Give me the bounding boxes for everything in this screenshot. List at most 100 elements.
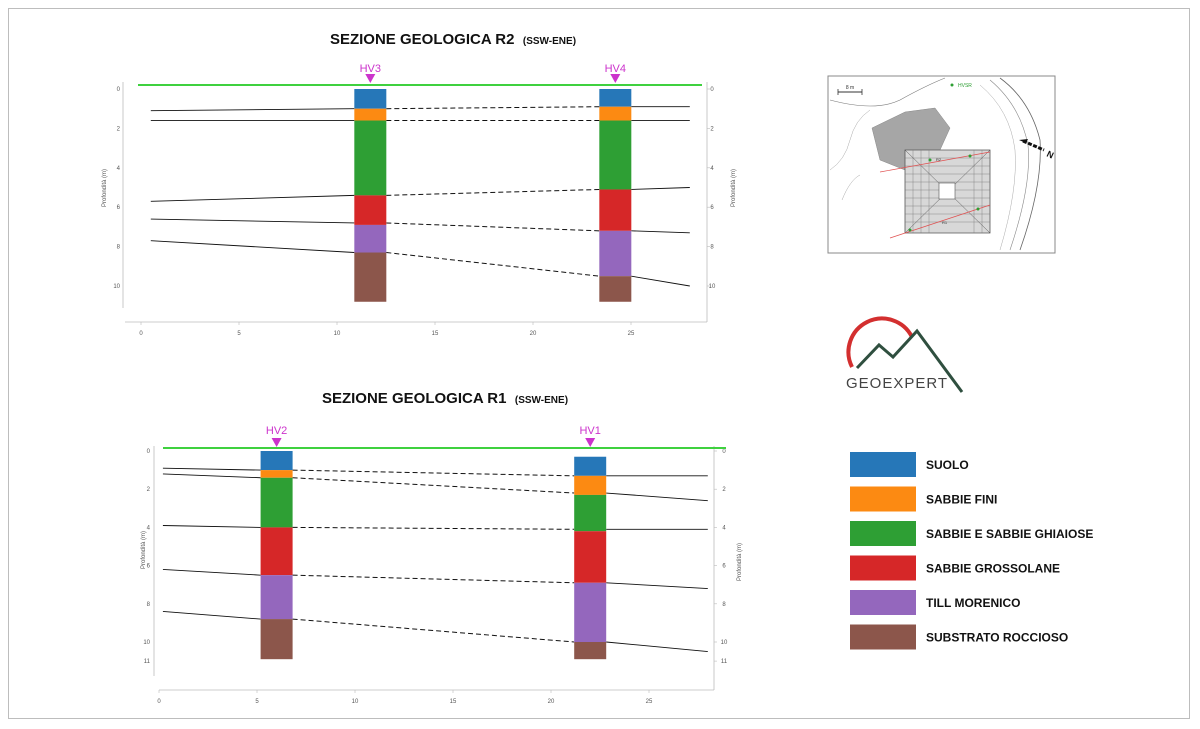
- legend-label: SABBIE GROSSOLANE: [926, 562, 1060, 576]
- contact-line-interpolated: [292, 477, 575, 494]
- contact-line-left: [162, 467, 261, 471]
- borehole-marker-icon: [585, 438, 596, 447]
- legend-label: TILL MORENICO: [926, 596, 1020, 610]
- right-y-tick-label: 8: [722, 602, 726, 608]
- section-r1-left-y-label: Profondità (m): [141, 531, 147, 569]
- contact-line-left: [162, 525, 261, 528]
- borehole-hv3: HV3: [354, 63, 387, 302]
- layer-till: [599, 230, 632, 277]
- section-r1-title: SEZIONE GEOLOGICA R1 (SSW-ENE): [322, 390, 568, 407]
- section-r2-map-label: R2: [936, 157, 942, 162]
- right-y-tick-label: 8: [710, 245, 714, 251]
- contact-line-right: [631, 230, 690, 234]
- section-r2-title: SEZIONE GEOLOGICA R2 (SSW-ENE): [330, 31, 576, 48]
- contact-line-left: [150, 240, 355, 253]
- contact-line-interpolated: [292, 469, 575, 477]
- x-tick-label: 10: [352, 699, 359, 705]
- legend-item-sabbie-grossolane: SABBIE GROSSOLANE: [850, 555, 1060, 581]
- left-y-tick-label: 6: [117, 205, 121, 211]
- hvsr-point-legend: HVSR: [950, 83, 972, 89]
- legend-label: SABBIE FINI: [926, 493, 997, 507]
- left-y-tick-label: 2: [147, 487, 151, 493]
- scale-bar-label: 8 m: [846, 85, 854, 91]
- contact-line-interpolated: [386, 106, 600, 110]
- geoexpert-logo: GEOEXPERT: [846, 316, 964, 393]
- left-y-tick-label: 4: [117, 166, 121, 172]
- right-y-tick-label: 6: [710, 205, 714, 211]
- x-tick-label: 15: [432, 331, 439, 337]
- contact-line-interpolated: [386, 252, 600, 277]
- right-y-tick-label: 2: [710, 126, 714, 132]
- contact-line-interpolated: [292, 526, 575, 530]
- right-y-tick-label: 2: [722, 487, 726, 493]
- borehole-marker-icon: [365, 74, 376, 83]
- left-y-tick-label: 8: [117, 245, 121, 251]
- section-r1: SEZIONE GEOLOGICA R1 (SSW-ENE) Profondit…: [141, 390, 743, 705]
- scale-bar: 8 m: [837, 85, 863, 95]
- layer-till: [354, 224, 387, 253]
- layer-sabbie-fini: [599, 106, 632, 121]
- right-y-tick-label: 4: [722, 525, 726, 531]
- layer-sabbie-fini: [574, 475, 607, 495]
- left-y-tick-label: 0: [147, 449, 151, 455]
- section-r1-trace: [889, 204, 991, 239]
- right-y-tick-label: 10: [721, 640, 728, 646]
- borehole-hv4: HV4: [599, 63, 632, 302]
- left-y-tick-label: 10: [143, 640, 150, 646]
- legend-item-suolo: SUOLO: [850, 452, 969, 477]
- logo-text: GEOEXPERT: [846, 375, 948, 392]
- layer-suolo: [260, 451, 293, 471]
- layer-sabbie-grossolane: [354, 195, 387, 225]
- layer-till: [574, 582, 607, 642]
- right-y-tick-label: 11: [721, 659, 728, 665]
- site-plan-map: 8 m HVSR: [827, 75, 1056, 254]
- section-r1-right-y-label: Profondità (m): [737, 543, 743, 581]
- x-tick-label: 5: [237, 331, 241, 337]
- x-tick-label: 20: [548, 699, 555, 705]
- hvsr-points: [908, 154, 980, 232]
- borehole-label: HV2: [266, 425, 287, 437]
- left-y-tick-label: 11: [144, 659, 151, 665]
- north-arrow: N: [1019, 139, 1055, 161]
- legend-swatch: [850, 555, 916, 581]
- contact-line-right: [631, 187, 690, 190]
- section-r2-right-y-label: Profondità (m): [731, 169, 737, 207]
- contact-line-right: [606, 492, 708, 502]
- drawing-frame: [8, 8, 1190, 719]
- legend-item-sabbie-fini: SABBIE FINI: [850, 486, 997, 512]
- right-y-tick-label: 10: [709, 284, 716, 290]
- x-tick-label: 25: [646, 699, 653, 705]
- legend-swatch: [850, 452, 916, 477]
- x-tick-label: 5: [255, 699, 259, 705]
- legend-item-substrato: SUBSTRATO ROCCIOSO: [850, 624, 1068, 650]
- contact-line-left: [150, 108, 355, 112]
- layer-suolo: [599, 89, 632, 107]
- contact-line-right: [631, 275, 690, 287]
- contact-line-left: [162, 473, 261, 479]
- layer-sabbie-fini: [260, 470, 293, 478]
- x-tick-label: 15: [450, 699, 457, 705]
- x-tick-label: 0: [157, 699, 161, 705]
- legend-item-till: TILL MORENICO: [850, 590, 1020, 615]
- legend-item-sabbie-ghiaiose: SABBIE E SABBIE GHIAIOSE: [850, 521, 1093, 546]
- layer-sabbie-grossolane: [574, 531, 607, 583]
- logo-mountains-icon: [855, 328, 964, 393]
- legend-swatch: [850, 486, 916, 512]
- legend-label: SUOLO: [926, 458, 969, 472]
- x-tick-label: 0: [139, 331, 143, 337]
- borehole-label: HV1: [579, 425, 600, 437]
- layer-substrato: [260, 619, 293, 660]
- section-r2-trace: [879, 151, 991, 173]
- building-plan: [904, 149, 991, 234]
- legend-label: SABBIE E SABBIE GHIAIOSE: [926, 527, 1093, 541]
- x-tick-label: 10: [334, 331, 341, 337]
- layer-suolo: [574, 456, 607, 476]
- borehole-label: HV3: [360, 63, 381, 75]
- layer-till: [260, 575, 293, 620]
- layer-substrato: [599, 276, 632, 302]
- section-r2-plot: 0 5 10 15 20 25 0 2 4 6 8 10 0 2 4 6 8 10 HV3 HV4: [113, 63, 716, 337]
- right-y-tick-label: 0: [722, 449, 726, 455]
- left-y-tick-label: 4: [147, 525, 151, 531]
- layer-substrato: [354, 252, 387, 302]
